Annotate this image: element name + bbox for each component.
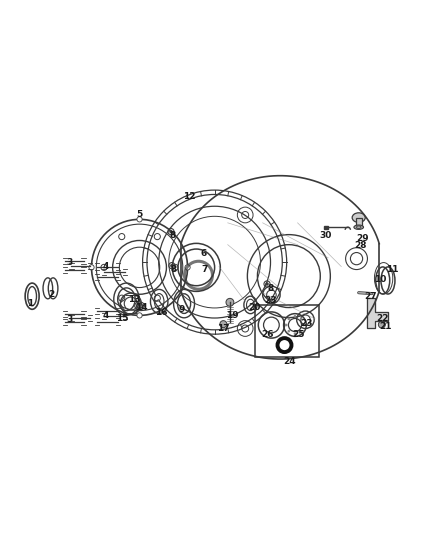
Text: 29: 29 bbox=[356, 233, 368, 243]
Circle shape bbox=[101, 264, 107, 270]
Circle shape bbox=[170, 230, 172, 233]
Circle shape bbox=[266, 282, 268, 285]
Circle shape bbox=[137, 217, 142, 222]
Bar bbox=[255, 305, 319, 357]
Circle shape bbox=[378, 321, 385, 328]
Text: 21: 21 bbox=[380, 322, 392, 331]
Text: 27: 27 bbox=[364, 292, 377, 301]
Circle shape bbox=[154, 295, 160, 301]
Circle shape bbox=[287, 330, 290, 333]
Circle shape bbox=[300, 330, 303, 333]
Text: 20: 20 bbox=[249, 303, 261, 312]
Text: 4: 4 bbox=[102, 311, 109, 320]
Circle shape bbox=[185, 265, 190, 270]
Circle shape bbox=[119, 295, 125, 301]
Text: 19: 19 bbox=[226, 311, 238, 320]
Circle shape bbox=[170, 264, 173, 267]
Text: 16: 16 bbox=[155, 308, 168, 317]
Text: 13: 13 bbox=[127, 295, 140, 304]
Circle shape bbox=[287, 318, 290, 320]
Text: 17: 17 bbox=[217, 324, 230, 333]
Circle shape bbox=[154, 233, 160, 240]
Bar bbox=[356, 217, 362, 227]
Circle shape bbox=[119, 233, 125, 240]
Text: 5: 5 bbox=[136, 211, 143, 220]
Text: 1: 1 bbox=[27, 299, 34, 308]
Text: 6: 6 bbox=[201, 249, 207, 258]
Circle shape bbox=[293, 333, 296, 335]
Text: 12: 12 bbox=[183, 192, 195, 201]
Text: 8: 8 bbox=[169, 231, 175, 239]
Text: 24: 24 bbox=[283, 357, 296, 366]
Text: 8: 8 bbox=[170, 265, 177, 274]
Ellipse shape bbox=[352, 213, 365, 222]
Circle shape bbox=[293, 315, 296, 318]
Text: 4: 4 bbox=[102, 262, 109, 271]
Ellipse shape bbox=[354, 225, 364, 229]
Circle shape bbox=[285, 324, 288, 326]
Text: 28: 28 bbox=[355, 241, 367, 250]
Text: 10: 10 bbox=[374, 275, 387, 284]
Text: 23: 23 bbox=[300, 319, 313, 328]
Text: 23: 23 bbox=[264, 296, 277, 305]
Text: 9: 9 bbox=[179, 305, 185, 314]
Circle shape bbox=[220, 321, 227, 328]
Circle shape bbox=[137, 313, 142, 318]
Text: 8: 8 bbox=[267, 284, 274, 293]
Text: 22: 22 bbox=[377, 313, 389, 322]
Circle shape bbox=[226, 298, 234, 306]
Circle shape bbox=[172, 264, 178, 270]
Circle shape bbox=[300, 318, 303, 320]
Text: 11: 11 bbox=[385, 265, 398, 274]
Text: 15: 15 bbox=[116, 314, 128, 324]
Circle shape bbox=[89, 265, 94, 270]
Text: 3: 3 bbox=[67, 257, 73, 266]
Text: 3: 3 bbox=[67, 315, 73, 324]
Text: 30: 30 bbox=[320, 231, 332, 239]
Text: 2: 2 bbox=[48, 290, 54, 300]
Text: 7: 7 bbox=[202, 265, 208, 274]
Circle shape bbox=[302, 324, 305, 326]
Text: 26: 26 bbox=[261, 330, 274, 338]
Bar bbox=[324, 226, 328, 229]
Polygon shape bbox=[367, 298, 389, 328]
Text: 25: 25 bbox=[292, 330, 305, 338]
Text: 14: 14 bbox=[135, 303, 148, 312]
